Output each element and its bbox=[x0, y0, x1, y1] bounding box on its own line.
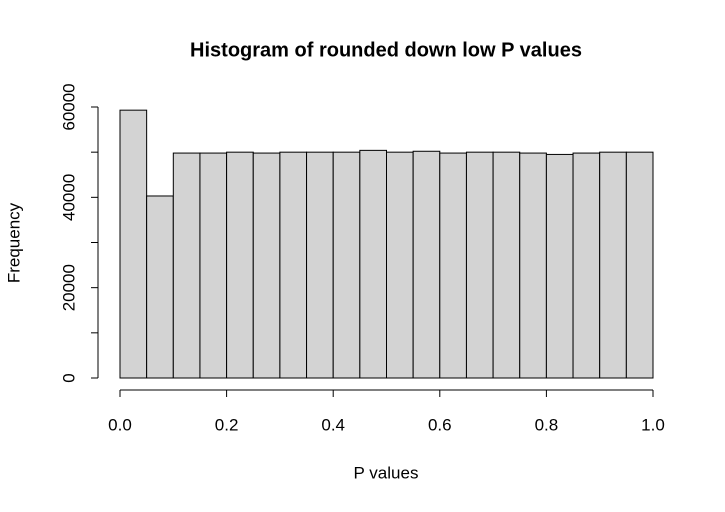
y-tick-label: 20000 bbox=[59, 264, 78, 311]
bar bbox=[332, 151, 361, 379]
bar bbox=[172, 152, 201, 379]
bar bbox=[545, 153, 574, 379]
bar bbox=[119, 109, 148, 379]
bar bbox=[226, 151, 254, 379]
bar bbox=[146, 195, 174, 379]
bar bbox=[252, 152, 281, 379]
bar bbox=[412, 150, 441, 379]
bar bbox=[386, 151, 414, 379]
bar bbox=[492, 151, 521, 379]
x-tick-label: 0.8 bbox=[535, 415, 559, 434]
bar bbox=[599, 151, 627, 379]
y-tick-label: 60000 bbox=[59, 83, 78, 130]
bar bbox=[439, 152, 467, 379]
x-tick-label: 1.0 bbox=[641, 415, 665, 434]
bar bbox=[625, 151, 654, 379]
bar bbox=[306, 151, 334, 379]
bar bbox=[199, 152, 228, 379]
bar bbox=[465, 151, 494, 379]
x-axis-label: P values bbox=[354, 463, 419, 482]
y-tick-label: 40000 bbox=[59, 174, 78, 221]
chart-title: Histogram of rounded down low P values bbox=[190, 39, 582, 61]
x-tick-label: 0.6 bbox=[428, 415, 452, 434]
x-tick-label: 0.4 bbox=[321, 415, 345, 434]
bar bbox=[279, 151, 308, 379]
y-tick-label: 0 bbox=[59, 373, 78, 382]
y-axis-label: Frequency bbox=[4, 202, 23, 283]
bar bbox=[519, 152, 547, 379]
bar bbox=[359, 149, 388, 379]
bar bbox=[572, 152, 601, 379]
x-tick-label: 0.2 bbox=[215, 415, 239, 434]
x-tick-label: 0.0 bbox=[108, 415, 132, 434]
